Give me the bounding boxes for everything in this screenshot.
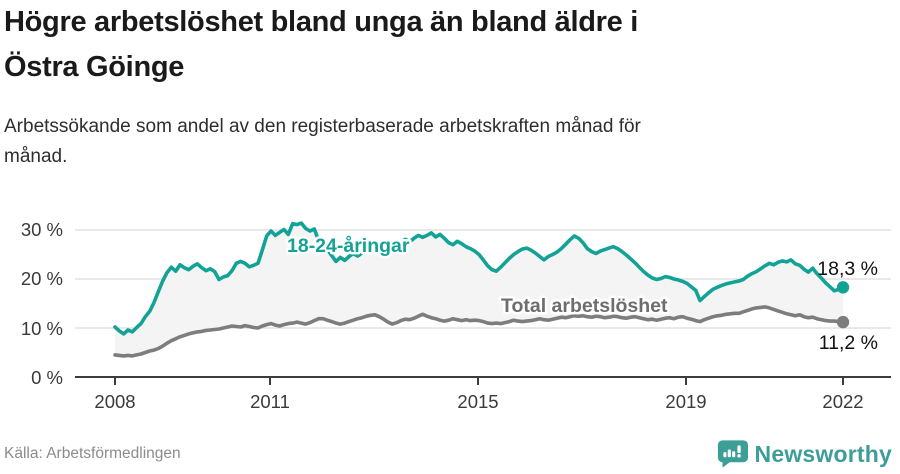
- youth-end-dot: [836, 281, 850, 294]
- youth-series-label: 18-24-åringar: [287, 234, 410, 257]
- chart-footer: Källa: Arbetsförmedlingen Newsworthy: [4, 440, 892, 468]
- x-tick-label-2008: 2008: [94, 391, 135, 412]
- total-end-value: 11,2 %: [819, 332, 878, 354]
- total-series-label: Total arbetslöshet: [501, 295, 668, 317]
- x-axis: 2008 2011 2015 2019 2022: [75, 376, 891, 412]
- youth-unemployment-line: [113, 221, 845, 336]
- page-title: Högre arbetslöshet bland unga än bland ä…: [4, 0, 638, 90]
- y-tick-label-20: 20 %: [21, 268, 63, 289]
- gap-band-fill: [115, 223, 843, 356]
- x-tick-label-2015: 2015: [457, 391, 498, 412]
- title-line-2: Östra Göinge: [4, 51, 185, 83]
- brand-logo: Newsworthy: [717, 440, 892, 468]
- chart-subtitle: Arbetssökande som andel av den registerb…: [4, 112, 641, 172]
- subtitle-line-1: Arbetssökande som andel av den registerb…: [4, 116, 641, 137]
- y-tick-label-30: 30 %: [21, 219, 63, 240]
- y-axis: 30 % 20 % 10 % 0 %: [21, 219, 63, 388]
- x-tick-label-2011: 2011: [250, 391, 290, 412]
- title-line-1: Högre arbetslöshet bland unga än bland ä…: [4, 6, 638, 38]
- y-tick-label-10: 10 %: [21, 318, 63, 339]
- subtitle-line-2: månad.: [4, 146, 68, 167]
- newsworthy-icon: [717, 440, 748, 468]
- x-tick-label-2019: 2019: [665, 391, 706, 412]
- total-unemployment-line: [113, 305, 845, 358]
- total-end-dot: [836, 315, 850, 329]
- source-attribution: Källa: Arbetsförmedlingen: [4, 445, 181, 462]
- y-tick-label-0: 0 %: [31, 367, 63, 388]
- youth-end-value: 18,3 %: [817, 258, 878, 280]
- brand-name: Newsworthy: [754, 440, 892, 467]
- x-tick-label-2022: 2022: [822, 391, 863, 412]
